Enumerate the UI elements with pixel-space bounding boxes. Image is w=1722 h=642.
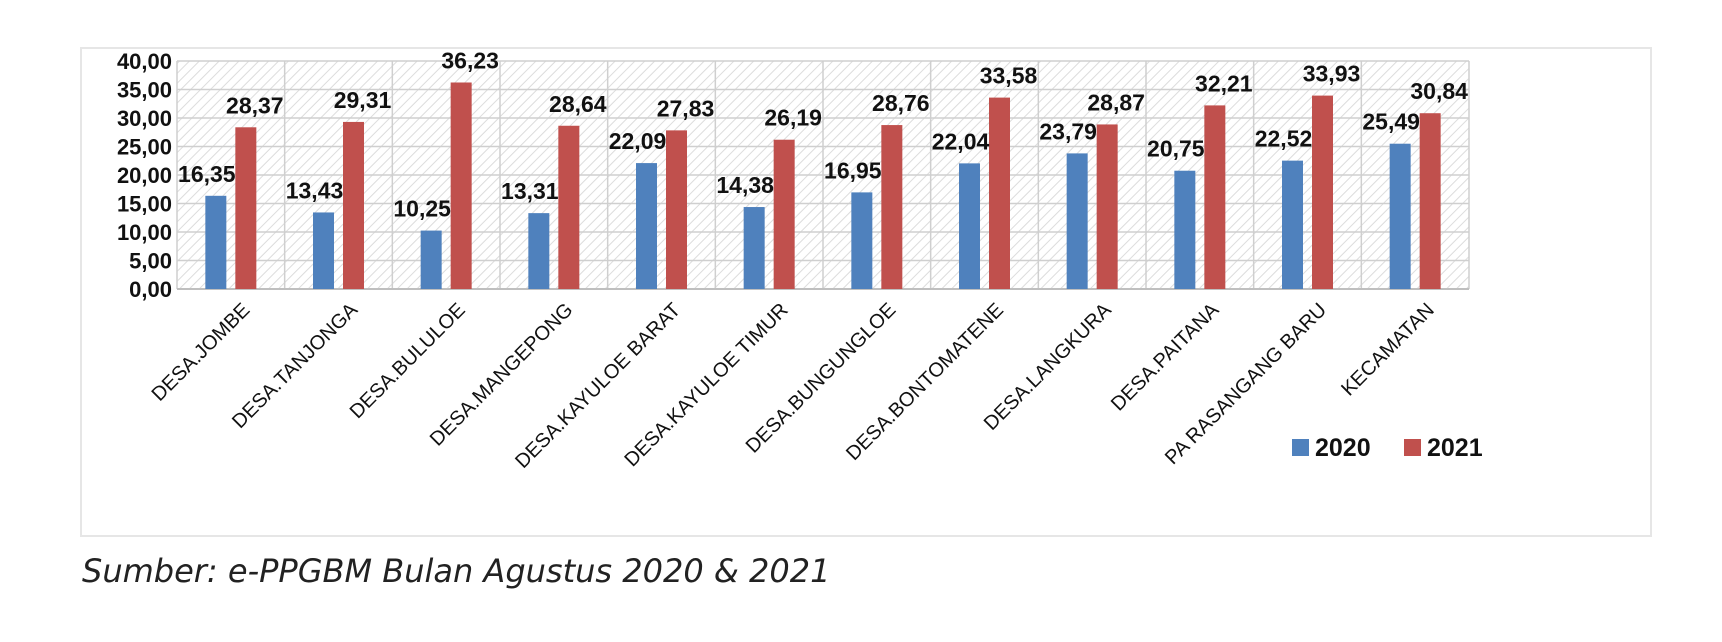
data-label-2021: 32,21 (1195, 70, 1253, 96)
data-label-2021: 28,87 (1087, 89, 1145, 115)
legend: 2020 2021 (1292, 434, 1483, 462)
data-label-2020: 20,75 (1147, 136, 1205, 162)
data-label-2021: 30,84 (1410, 78, 1468, 104)
y-tick-label: 35,00 (117, 78, 172, 103)
x-axis-categories: DESA.JOMBEDESA.TANJONGADESA.BULULOEDESA.… (148, 299, 1439, 473)
bar-2021 (558, 125, 580, 289)
y-tick-label: 15,00 (117, 192, 172, 217)
data-label-2021: 36,23 (441, 49, 499, 73)
y-tick-label: 25,00 (117, 135, 172, 160)
y-tick-label: 20,00 (117, 163, 172, 188)
data-label-2021: 33,58 (980, 63, 1038, 89)
legend-label-2021: 2021 (1427, 434, 1483, 462)
bar-2020 (205, 195, 227, 289)
y-tick-label: 40,00 (117, 49, 172, 74)
chart-frame: 0,00 5,00 10,00 15,00 20,00 25,00 30,00 35,00 40… (80, 47, 1652, 537)
bar-2021 (1419, 113, 1441, 289)
source-note: Sumber: e-PPGBM Bulan Agustus 2020 & 202… (82, 552, 831, 590)
y-tick-label: 30,00 (117, 106, 172, 131)
bar-2020 (1066, 153, 1088, 289)
data-label-2020: 16,35 (178, 161, 236, 187)
x-category-label: DESA.JOMBE (148, 299, 255, 406)
bar-2021 (989, 97, 1010, 290)
data-label-2021: 28,64 (549, 91, 607, 117)
data-label-2020: 22,52 (1255, 126, 1313, 152)
data-label-2020: 25,49 (1362, 109, 1420, 135)
data-label-2021: 26,19 (764, 105, 822, 131)
bar-2020 (743, 207, 765, 289)
data-label-2020: 10,25 (393, 196, 451, 222)
data-label-2021: 28,76 (872, 90, 930, 116)
bar-2021 (235, 127, 257, 289)
data-label-2021: 29,31 (334, 87, 392, 113)
legend-label-2020: 2020 (1315, 434, 1371, 462)
data-label-2020: 16,95 (824, 157, 882, 183)
data-label-2020: 22,09 (609, 128, 667, 154)
bar-2020 (528, 213, 550, 289)
x-category-label: DESA.PAITANA (1107, 299, 1224, 416)
data-label-2020: 13,43 (286, 177, 344, 203)
bar-2020 (313, 212, 334, 289)
data-label-2020: 13,31 (501, 178, 559, 204)
data-label-2020: 22,04 (932, 128, 990, 154)
bar-2020 (1389, 143, 1411, 289)
y-tick-label: 5,00 (129, 249, 172, 274)
data-labels: 16,35 28,37 13,43 29,31 10,25 36,23 13,31 28,64… (178, 49, 1468, 222)
bar-2021 (881, 125, 903, 290)
y-tick-label: 0,00 (129, 277, 172, 302)
data-label-2020: 23,79 (1039, 118, 1097, 144)
bar-2021 (450, 82, 472, 289)
bars (205, 82, 1441, 290)
bar-chart: 0,00 5,00 10,00 15,00 20,00 25,00 30,00 35,00 40… (117, 49, 1483, 473)
x-category-label: DESA.BULULOE (346, 299, 470, 423)
data-label-2020: 14,38 (716, 172, 774, 198)
bar-2021 (773, 139, 795, 289)
bar-2020 (851, 192, 873, 289)
y-axis-ticks: 0,00 5,00 10,00 15,00 20,00 25,00 30,00 35,00 40… (117, 49, 172, 302)
data-label-2021: 27,83 (657, 95, 715, 121)
bar-2020 (1282, 160, 1303, 289)
x-category-label: KECAMATAN (1337, 299, 1438, 400)
gridlines (176, 60, 1470, 290)
bar-2020 (420, 230, 442, 289)
bar-2021 (1312, 95, 1333, 289)
bar-2020 (636, 163, 657, 289)
data-label-2021: 33,93 (1303, 61, 1361, 87)
bar-2021 (666, 130, 687, 289)
bar-2020 (959, 163, 980, 289)
legend-swatch-2020 (1292, 439, 1309, 456)
bar-2020 (1174, 170, 1196, 289)
y-tick-label: 10,00 (117, 220, 172, 245)
bar-2021 (1096, 124, 1118, 289)
legend-swatch-2021 (1404, 439, 1421, 456)
data-label-2021: 28,37 (226, 92, 284, 118)
bar-2021 (343, 121, 364, 289)
bar-2021 (1204, 105, 1226, 289)
